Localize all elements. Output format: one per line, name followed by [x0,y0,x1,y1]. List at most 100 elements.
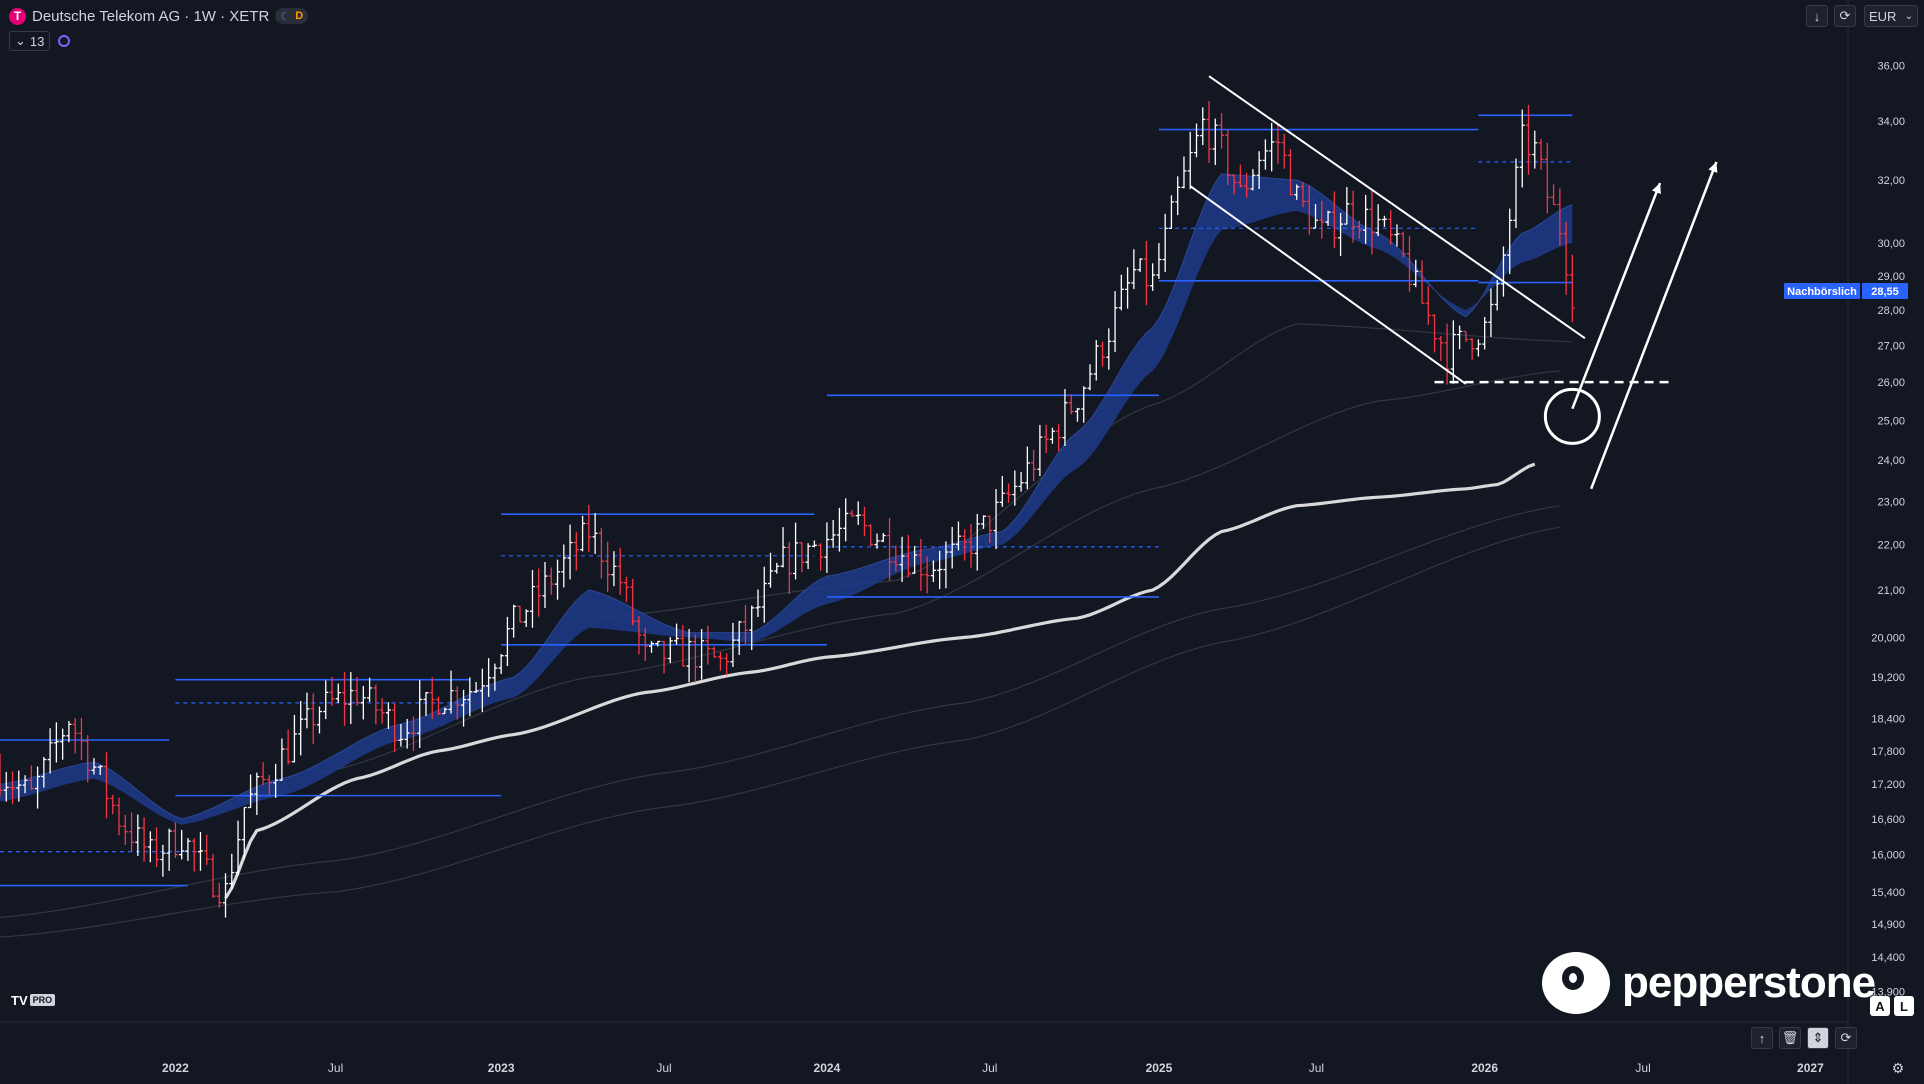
faint-ma-line [0,526,1560,938]
ohlc-bar [529,570,535,628]
currency-value: EUR [1869,8,1897,24]
ohlc-bar [717,651,723,671]
ohlc-bar [35,766,41,809]
ohlc-bar [323,680,329,720]
ohlc-bar [580,515,586,552]
price-tick-label: 28,00 [1877,305,1905,317]
ohlc-bar [811,540,817,548]
ohlc-bar [3,771,9,802]
currency-select[interactable]: EUR ⌄ [1864,5,1918,27]
ohlc-bar [436,696,442,716]
time-axis: 2022 Jul 2023 Jul 2024 Jul 2025 Jul 2026 Jul 2027 [162,1061,1824,1075]
price-tick-label: 34,00 [1877,116,1905,128]
ohlc-bar [943,541,949,589]
tradingview-logo: TV PRO [11,992,56,1008]
ohlc-bar [16,770,22,802]
ohlc-bar [793,522,799,580]
ohlc-bar [1338,212,1344,256]
ohlc-bar [680,625,686,667]
delete-button[interactable]: 🗑 [1779,1027,1801,1049]
ohlc-bar [993,488,999,550]
ohlc-bar [335,683,341,704]
symbol-title[interactable]: Deutsche Telekom AG · 1W · XETR [32,7,270,25]
expand-button[interactable]: ⇕ [1807,1027,1829,1049]
ohlc-bar [905,534,911,578]
log-scale-button[interactable]: L [1894,996,1914,1016]
ohlc-bar [97,765,103,775]
ohlc-bar [786,541,792,594]
indicator-visibility-icon[interactable] [58,35,71,47]
download-button[interactable]: ↓ [1806,5,1828,27]
indicator-row: ⌄ 13 [9,31,71,51]
refresh-icon: ⟳ [1840,1030,1852,1045]
time-tick-label: Jul [656,1061,671,1075]
ohlc-bar [1106,328,1112,370]
indicator-toggle[interactable]: ⌄ 13 [9,31,51,51]
ohlc-bar [410,716,416,752]
ohlc-bar [1024,446,1030,490]
price-tick-label: 21,00 [1877,585,1905,597]
ohlc-bar [229,853,235,889]
reset-scale-button[interactable]: ⟳ [1834,5,1856,27]
last-price-tag-bg [1862,283,1908,300]
ohlc-bar [1475,339,1481,357]
ohlc-bar [780,527,786,568]
ohlc-bar [711,646,717,658]
ohlc-bar [1200,107,1206,146]
ohlc-bar [1049,427,1055,444]
time-tick-label: 2022 [162,1061,189,1075]
ohlc-bar [179,829,185,860]
pepperstone-logo: pepperstone [1542,952,1876,1014]
ohlc-bar [1112,291,1118,352]
reset-button[interactable]: ⟳ [1835,1027,1857,1049]
scroll-up-button[interactable]: ↑ [1751,1027,1773,1049]
ohlc-bar [1294,184,1300,200]
ohlc-bar [1369,189,1375,255]
faint-ma-line [0,505,1560,919]
chevron-down-icon: ⌄ [1904,10,1913,22]
ohlc-bar [1093,340,1099,381]
ohlc-bar [1381,215,1387,227]
ohlc-bar [1275,124,1281,164]
ohlc-bar [291,714,297,763]
ohlc-bar [1225,130,1231,186]
price-tick-label: 13,900 [1871,987,1905,999]
after-hours-tag-bg [1784,283,1860,300]
ohlc-bar [1137,258,1143,272]
ohlc-bar [454,686,460,720]
ohlc-bar [987,515,993,544]
session-badge[interactable]: ☾ D [275,8,309,24]
ohlc-bar [1118,274,1124,311]
arrow-up-icon: ↑ [1758,1030,1766,1046]
ma-long-line [224,462,1536,900]
ohlc-bar [511,604,517,638]
price-tick-label: 17,800 [1871,746,1905,758]
ohlc-bar [561,544,567,588]
ohlc-bar [166,828,172,871]
ohlc-bar [830,520,836,548]
price-tick-label: 22,00 [1877,540,1905,552]
ohlc-bar [1344,187,1350,225]
price-tick-label: 30,00 [1877,238,1905,250]
ohlc-bar [1100,341,1106,367]
ohlc-bar [1187,131,1193,190]
ohlc-bar [573,532,579,571]
ohlc-bar [285,729,291,765]
ohlc-bar [204,834,210,866]
ohlc-bar [1413,259,1419,288]
ohlc-bar [1507,208,1513,275]
price-tick-label: 24,00 [1877,455,1905,467]
ohlc-bar [674,623,680,645]
ohlc-bar [22,775,28,794]
auto-scale-button[interactable]: A [1870,996,1890,1016]
ohlc-bar [1244,172,1250,198]
ohlc-bar [1269,122,1275,172]
ohlc-bar [404,719,410,749]
price-tick-label: 14,400 [1871,952,1905,964]
ohlc-bar [310,693,316,744]
ohlc-bar [1062,389,1068,447]
price-tick-label: 16,600 [1871,814,1905,826]
ohlc-bar [1181,156,1187,189]
ohlc-bar [78,717,84,761]
